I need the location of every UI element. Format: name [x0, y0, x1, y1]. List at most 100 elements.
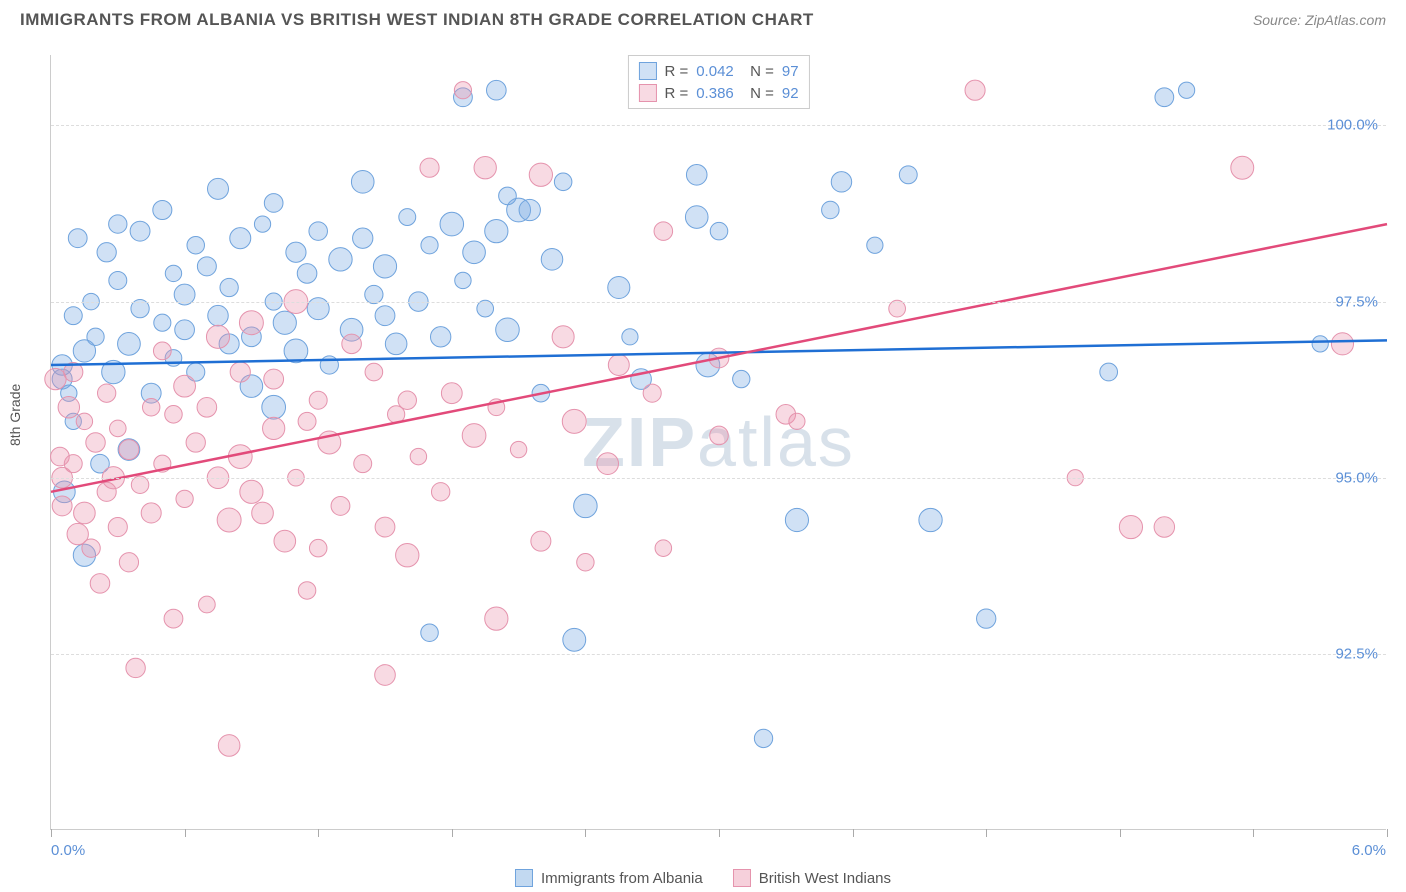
data-point — [867, 237, 883, 253]
data-point — [622, 329, 638, 345]
legend-r-value: 0.042 — [696, 63, 734, 80]
data-point — [1154, 517, 1174, 537]
data-point — [309, 222, 328, 241]
trend-line — [51, 224, 1387, 492]
data-point — [510, 441, 526, 457]
data-point — [754, 729, 772, 747]
data-point — [64, 307, 82, 325]
data-point — [1119, 515, 1142, 538]
data-point — [264, 194, 283, 213]
data-point — [74, 502, 96, 524]
data-point — [965, 80, 985, 100]
data-point — [977, 609, 996, 628]
x-tick — [452, 829, 453, 837]
data-point — [154, 314, 171, 331]
data-point — [499, 187, 517, 205]
data-point — [353, 228, 373, 248]
data-point — [331, 496, 350, 515]
data-point — [710, 222, 728, 240]
data-point — [899, 166, 917, 184]
data-point — [298, 582, 315, 599]
data-point — [297, 264, 317, 284]
data-point — [1231, 156, 1254, 179]
x-tick — [1387, 829, 1388, 837]
data-point — [141, 503, 161, 523]
data-point — [273, 311, 296, 334]
data-point — [206, 325, 229, 348]
gridline — [51, 478, 1386, 479]
data-point — [789, 413, 805, 429]
x-tick — [719, 829, 720, 837]
data-point — [199, 596, 216, 613]
data-point — [109, 215, 127, 233]
data-point — [1312, 336, 1328, 352]
data-point — [485, 607, 508, 630]
data-point — [82, 539, 100, 557]
data-point — [230, 228, 251, 249]
legend-series-item: Immigrants from Albania — [515, 869, 703, 887]
data-point — [254, 216, 270, 232]
data-point — [240, 480, 263, 503]
data-point — [119, 440, 139, 460]
data-point — [396, 544, 419, 567]
data-point — [264, 369, 284, 389]
data-point — [197, 397, 217, 417]
data-point — [440, 212, 464, 236]
data-point — [174, 375, 196, 397]
data-point — [421, 624, 439, 642]
legend-series-label: British West Indians — [759, 870, 891, 887]
gridline — [51, 654, 1386, 655]
data-point — [64, 455, 82, 473]
x-tick — [1253, 829, 1254, 837]
data-point — [274, 530, 296, 552]
data-point — [86, 433, 105, 452]
data-point — [441, 383, 462, 404]
legend-n-value: 97 — [782, 63, 799, 80]
data-point — [130, 221, 150, 241]
data-point — [554, 173, 572, 191]
data-point — [329, 248, 352, 271]
data-point — [474, 157, 496, 179]
x-tick — [51, 829, 52, 837]
data-point — [421, 237, 438, 254]
data-point — [342, 334, 362, 354]
data-point — [375, 306, 395, 326]
data-point — [686, 164, 707, 185]
data-point — [710, 426, 729, 445]
data-point — [919, 508, 942, 531]
data-point — [230, 362, 250, 382]
y-tick-label: 97.5% — [1335, 293, 1378, 310]
data-point — [175, 320, 195, 340]
data-point — [165, 406, 183, 424]
data-point — [118, 332, 141, 355]
legend-swatch — [638, 84, 656, 102]
x-tick — [1120, 829, 1121, 837]
data-point — [218, 735, 240, 757]
gridline — [51, 125, 1386, 126]
data-point — [431, 483, 449, 501]
legend-series-item: British West Indians — [733, 869, 891, 887]
data-point — [654, 222, 673, 241]
data-point — [655, 540, 672, 557]
legend-swatch — [515, 869, 533, 887]
chart-header: IMMIGRANTS FROM ALBANIA VS BRITISH WEST … — [0, 0, 1406, 35]
data-point — [496, 318, 520, 342]
data-point — [562, 409, 586, 433]
data-point — [52, 496, 72, 516]
data-point — [831, 172, 851, 192]
data-point — [87, 328, 104, 345]
data-point — [217, 508, 241, 532]
data-point — [455, 272, 471, 288]
data-point — [574, 494, 597, 517]
data-point — [68, 229, 87, 248]
y-tick-label: 92.5% — [1335, 645, 1378, 662]
data-point — [153, 200, 172, 219]
data-point — [239, 311, 263, 335]
data-point — [108, 517, 127, 536]
legend-stat-row: R = 0.386 N = 92 — [638, 82, 798, 104]
data-point — [208, 178, 229, 199]
data-point — [142, 399, 159, 416]
data-point — [186, 433, 205, 452]
data-point — [785, 508, 808, 531]
data-point — [263, 417, 285, 439]
